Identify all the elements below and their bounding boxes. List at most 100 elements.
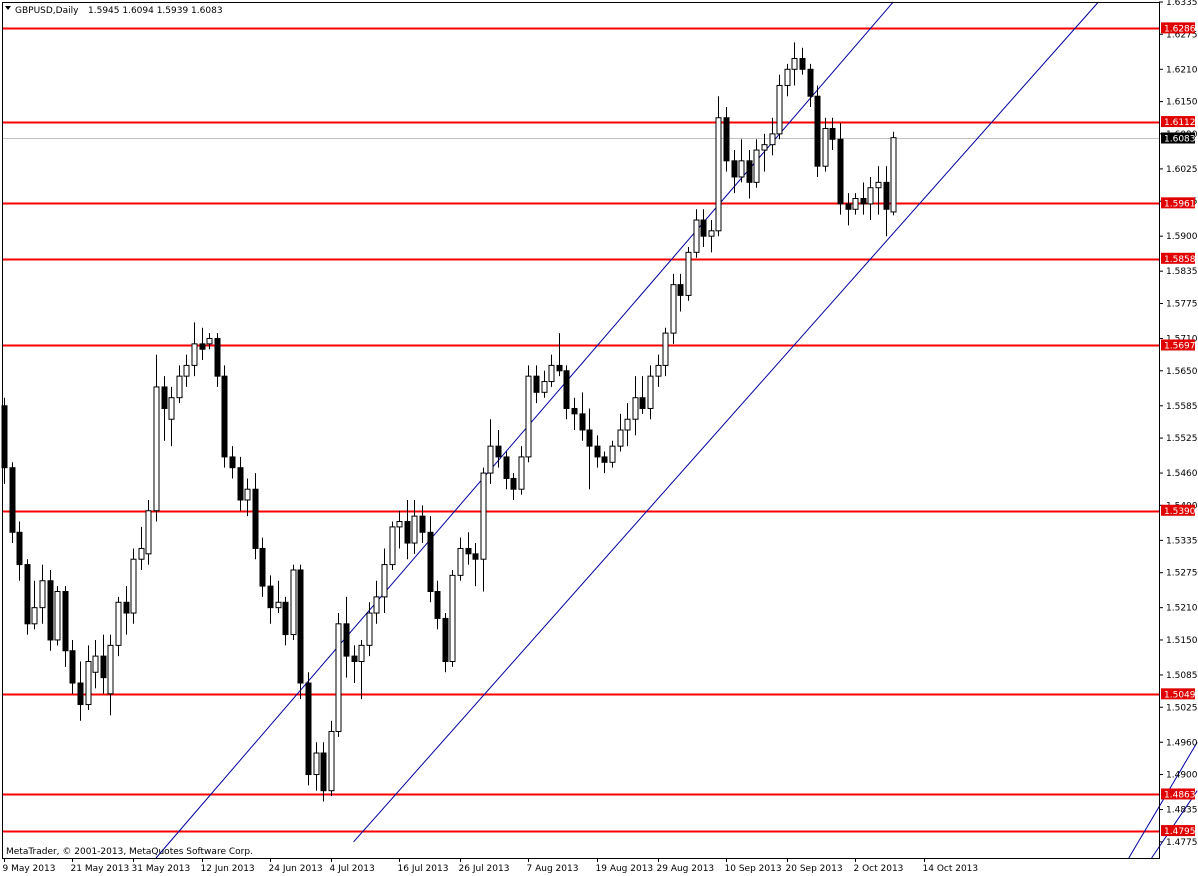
candle-bear (229, 456, 236, 469)
candle-bear (594, 445, 601, 458)
x-tick-label: 19 Aug 2013 (596, 864, 654, 874)
chart-frame (2, 2, 1160, 859)
y-tick-label: 1.5525 (1166, 434, 1198, 444)
candle-bear (700, 219, 707, 237)
copyright-text: MetaTrader, © 2001-2013, MetaQuotes Soft… (6, 847, 253, 857)
candle-bear (510, 477, 517, 490)
candle-bull (647, 375, 654, 409)
candle-bear (860, 198, 867, 205)
candle-bear (883, 181, 890, 210)
candle-bull (396, 521, 403, 528)
candle-bull (487, 445, 494, 474)
candle-bear (24, 564, 31, 625)
candle-bear (845, 203, 852, 210)
candle-bear (77, 682, 84, 706)
candle-bull (206, 337, 213, 345)
candle-bear (731, 160, 738, 178)
candle-bear (639, 397, 646, 409)
candle-bull (85, 660, 92, 706)
candle-bear (799, 58, 806, 70)
level-label: 1.5858 (1164, 255, 1196, 265)
y-tick-label: 1.5275 (1166, 569, 1198, 579)
candle-bear (199, 343, 206, 350)
candle-bear (586, 429, 593, 447)
candle-bear (556, 364, 563, 372)
x-tick-label: 24 Jun 2013 (269, 864, 323, 874)
candle-bull (138, 547, 145, 560)
y-tick-label: 1.5650 (1166, 367, 1198, 377)
candle-bull (548, 364, 555, 383)
candle-bull (518, 456, 525, 490)
y-tick-label: 1.5210 (1166, 604, 1198, 614)
level-label-bg (1161, 688, 1195, 700)
candle-bull (31, 607, 38, 625)
y-tick-label: 1.6335 (1166, 0, 1198, 8)
y-tick-label: 1.4900 (1166, 771, 1198, 781)
y-tick-label: 1.5335 (1166, 536, 1198, 546)
level-label: 1.4863 (1164, 790, 1196, 800)
trend-line (1128, 741, 1198, 859)
candle-bull (791, 58, 798, 70)
candle-bear (419, 515, 426, 533)
candle-bear (677, 284, 684, 296)
candle-bear (123, 601, 130, 614)
x-tick-label: 31 May 2013 (132, 864, 191, 874)
candle-bull (776, 84, 783, 135)
candle-bull (373, 596, 380, 614)
candle-bull (54, 591, 61, 641)
candle-bull (411, 515, 418, 544)
candle-bear (351, 655, 358, 662)
level-labels: 1.6286 1.6112 1.5961 1.5858 1.5697 1.5390 1.50… (1161, 22, 1196, 837)
y-tick-label: 1.5585 (1166, 402, 1198, 412)
candle-bull (708, 230, 715, 237)
candle-bull (145, 510, 152, 555)
candle-bear (746, 160, 753, 183)
level-label-bg (1161, 22, 1195, 34)
menu-triangle-icon[interactable] (5, 6, 11, 10)
candle-bear (9, 467, 16, 533)
candle-bull (244, 488, 251, 501)
x-tick-label: 29 Aug 2013 (657, 864, 715, 874)
candle-bear (221, 375, 228, 458)
candle-bull (92, 655, 99, 673)
candle-bull (115, 601, 122, 646)
candle-bull (753, 149, 760, 183)
x-tick-label: 20 Sep 2013 (786, 864, 843, 874)
candle-bear (601, 456, 608, 463)
candle-bear (267, 585, 274, 609)
x-tick-label: 12 Jun 2013 (201, 864, 255, 874)
y-tick-label: 1.4775 (1166, 838, 1198, 848)
candle-bull (769, 133, 776, 146)
x-tick-label: 9 May 2013 (3, 864, 56, 874)
candle-bull (389, 526, 396, 566)
level-label: 1.5961 (1164, 199, 1196, 209)
y-tick-label: 1.5150 (1166, 636, 1198, 646)
candle-bull (867, 187, 874, 205)
level-label: 1.6286 (1164, 24, 1196, 34)
candle-bear (495, 445, 502, 458)
candle-bear (571, 407, 578, 415)
y-tick-label: 1.5460 (1166, 469, 1198, 479)
candle-bull (358, 644, 365, 662)
candle-bull (784, 68, 791, 86)
candle-bull (39, 580, 46, 609)
level-label: 1.5049 (1164, 690, 1196, 700)
candle-bear (237, 467, 244, 501)
candle-bear (62, 591, 69, 652)
chart-header: GBPUSD,Daily 1.5945 1.6094 1.5939 1.6083 (5, 6, 223, 16)
y-tick-label: 1.5025 (1166, 703, 1198, 713)
candle-bear (305, 682, 312, 776)
candle-bull (852, 198, 859, 210)
x-tick-label: 14 Oct 2013 (923, 864, 979, 874)
level-label-bg (1161, 339, 1195, 351)
candle-bull (822, 128, 829, 167)
candle-bull (168, 397, 175, 420)
candle-bull (617, 429, 624, 447)
candle-bear (404, 521, 411, 544)
candle-bull (480, 472, 487, 560)
candle-bull (541, 381, 548, 393)
candle-bear (214, 337, 221, 377)
candle-bull (632, 397, 639, 420)
candle-bear (442, 617, 449, 662)
